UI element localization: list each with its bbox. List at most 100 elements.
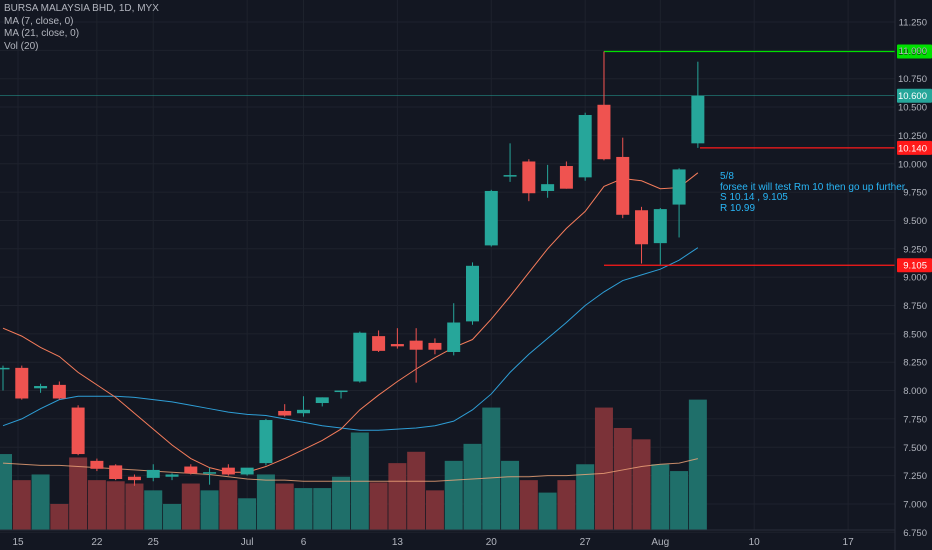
price-level-badge[interactable] [897,140,932,155]
candle-body[interactable] [559,166,573,189]
price-level-badge[interactable] [897,88,932,103]
y-tick-label: 8.250 [903,358,927,369]
price-axis[interactable]: 11.250 11.000 10.750 10.500 10.250 10.000 9.75… [894,0,927,550]
price-level-label: 10.990 [898,47,927,58]
candle-body[interactable] [541,184,555,191]
y-tick-label: 9.750 [903,188,927,199]
candle-body[interactable] [165,474,179,477]
x-tick-label: Aug [651,537,669,548]
volume-bar [519,480,538,530]
candle-body[interactable] [353,332,367,382]
candle-body[interactable] [240,467,254,475]
ma21-legend[interactable]: MA (21, close, 0) [4,28,80,39]
volume-bar [238,498,257,530]
candle-body[interactable] [71,407,85,455]
volume-bar [313,488,332,530]
candle-body[interactable] [447,322,461,352]
y-tick-label: 11.250 [899,18,927,29]
candle-body[interactable] [109,465,123,480]
annotation-text: forsee it will test Rm 10 then go up fur… [720,181,908,193]
y-tick-label: 11.000 [899,46,927,57]
volume-bar [69,457,88,530]
candle-body[interactable] [90,460,104,469]
candle-body[interactable] [578,114,592,178]
candle-body[interactable] [15,367,29,399]
candle-body[interactable] [653,209,667,244]
volume-bar [576,464,595,530]
chart-annotation[interactable]: 5/8 forsee it will test Rm 10 then go up… [720,171,908,214]
annotation-date: 5/8 [720,171,734,182]
candle-body[interactable] [691,95,705,144]
annotation-support: S 10.14 , 9.105 [720,192,788,203]
volume-bar [181,483,200,530]
volume-bar [31,474,50,530]
candle-body[interactable] [184,466,198,474]
candle-body[interactable] [203,472,217,474]
price-level-badge[interactable] [897,44,932,59]
volume-bar [632,439,651,530]
candle-body[interactable] [597,104,611,160]
candle-body[interactable] [672,169,686,205]
y-tick-label: 7.250 [903,471,927,482]
candle-body[interactable] [0,367,10,370]
volume-bar [557,480,576,530]
x-tick-label: 17 [843,537,855,548]
candle-body[interactable] [522,161,536,194]
volume-bar [163,503,182,530]
candle-body[interactable] [616,156,630,215]
candle-body[interactable] [315,397,329,404]
candle-body[interactable] [334,390,348,393]
candle-body[interactable] [372,336,386,351]
symbol-legend[interactable]: BURSA MALAYSIA BHD, 1D, MYX [4,3,159,14]
volume-bar [651,464,670,530]
x-tick-label: 25 [148,537,160,548]
candle-body[interactable] [428,342,442,350]
indicator-legend: BURSA MALAYSIA BHD, 1D, MYX MA (7, close… [4,3,159,53]
ma21-line[interactable] [2,247,699,431]
x-tick-label: 13 [392,537,404,548]
y-tick-label: 6.750 [903,528,927,539]
candle-body[interactable] [503,175,517,177]
volume-bar [144,490,163,530]
y-tick-label: 7.750 [903,414,927,425]
price-level-lines[interactable]: 10.990 10.600 10.140 9.105 [0,44,932,273]
candle-body[interactable] [466,265,479,322]
ma7-line[interactable] [2,172,699,473]
time-axis[interactable]: 152225Jul6132027Aug101724 [0,529,932,548]
price-level-badge[interactable] [897,258,932,273]
candles [0,51,705,486]
volume-bar [256,474,275,530]
volume-bar [0,454,12,530]
candle-body[interactable] [278,410,292,416]
candle-body[interactable] [146,469,160,478]
price-level-label: 10.600 [898,91,927,102]
volume-bar [50,503,69,530]
x-tick-label: 6 [301,537,307,548]
candle-body[interactable] [127,476,141,481]
candle-body[interactable] [390,344,404,347]
candle-body[interactable] [259,420,273,464]
volume-bars [0,399,707,530]
candle-body[interactable] [52,384,66,399]
annotation-resistance: R 10.99 [720,202,756,214]
volume-bar [482,407,501,530]
volume-bar [388,463,407,530]
candle-body[interactable] [484,190,498,246]
candle-body[interactable] [296,409,310,414]
x-tick-label: 10 [749,537,761,548]
ma7-legend[interactable]: MA (7, close, 0) [4,15,74,27]
volume-bar [407,451,426,530]
x-tick-label: 20 [486,537,498,548]
volume-bar [275,483,294,530]
volume-bar [594,407,613,530]
volume-bar [332,476,351,530]
volume-bar [219,480,238,530]
candle-body[interactable] [635,210,649,245]
volume-legend[interactable]: Vol (20) [4,40,39,52]
y-tick-label: 8.750 [903,301,927,312]
candle-body[interactable] [221,467,235,475]
y-tick-label: 9.500 [903,216,927,227]
candle-body[interactable] [409,340,423,350]
candle-body[interactable] [34,386,48,389]
